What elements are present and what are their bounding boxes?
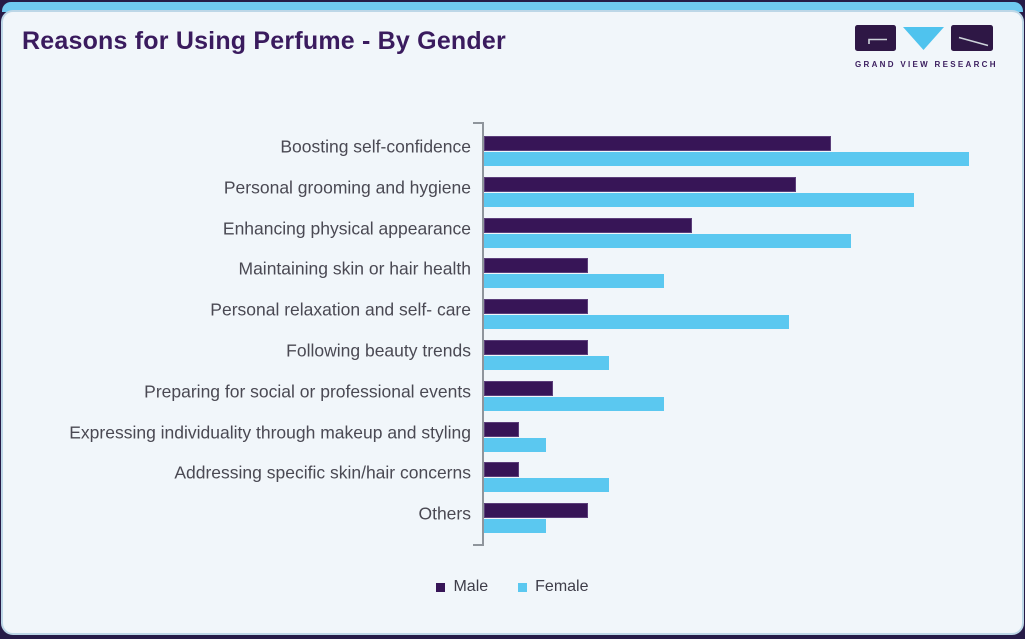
legend-swatch-icon [436, 582, 446, 592]
bar-male [484, 380, 553, 396]
bar-female [484, 356, 609, 370]
bar-male [484, 462, 519, 478]
legend-item: Female [518, 578, 589, 596]
bar-female [484, 315, 789, 330]
legend-item: Male [436, 578, 488, 596]
category-label: Personal grooming and hygiene [223, 177, 471, 198]
bar-male [484, 136, 831, 151]
y-axis-line [482, 122, 484, 546]
bar-female [484, 437, 546, 452]
gvr-logo-icon [855, 25, 993, 51]
category-label: Following beauty trends [286, 340, 471, 361]
axis-tick-bottom [473, 544, 483, 546]
bar-male [484, 176, 796, 192]
bar-male [484, 421, 519, 437]
brand-logo: GRAND VIEW RESEARCH [855, 25, 1000, 69]
category-label: Others [418, 503, 471, 524]
accent-strip [2, 2, 1023, 12]
legend-swatch-icon [518, 582, 528, 592]
bar-female [484, 274, 664, 289]
category-label: Expressing individuality through makeup … [69, 422, 471, 443]
legend-label: Female [535, 578, 589, 595]
bar-male [484, 299, 588, 315]
bar-male [484, 258, 588, 274]
category-label: Personal relaxation and self- care [210, 299, 471, 320]
bar-female [484, 233, 851, 248]
category-label: Preparing for social or professional eve… [144, 381, 471, 402]
bar-female [484, 192, 914, 207]
bar-female [484, 152, 969, 166]
bar-male [484, 217, 692, 233]
bar-male [484, 503, 588, 519]
bar-female [484, 519, 546, 534]
category-label: Maintaining skin or hair health [238, 258, 472, 279]
bar-female [484, 396, 664, 411]
legend-label: Male [453, 578, 489, 595]
bar-female [484, 478, 609, 493]
bar-male [484, 340, 588, 355]
category-label: Addressing specific skin/hair concerns [174, 462, 471, 483]
brand-name: GRAND VIEW RESEARCH [855, 60, 998, 69]
category-label: Enhancing physical appearance [222, 218, 471, 239]
category-label: Boosting self-confidence [280, 136, 471, 157]
axis-tick-top [473, 122, 483, 124]
chart-title: Reasons for Using Perfume - By Gender [22, 27, 506, 55]
chart-legend: Male Female [0, 578, 1025, 596]
